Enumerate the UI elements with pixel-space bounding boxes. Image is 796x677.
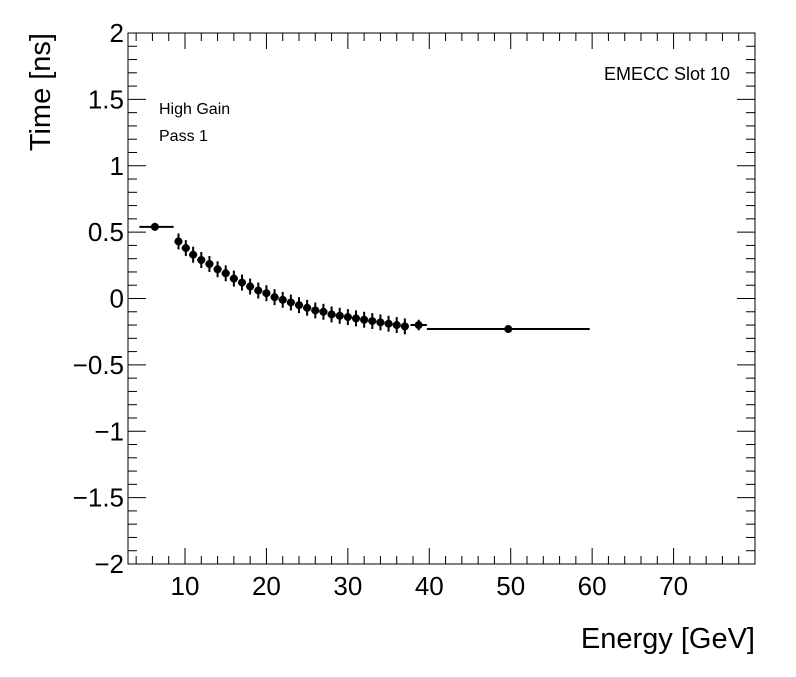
y-tick-label: 1 [110, 151, 124, 181]
y-tick-label: −0.5 [73, 350, 124, 380]
y-tick-label: 1.5 [88, 84, 124, 114]
data-point [246, 282, 255, 291]
data-point [174, 237, 183, 246]
data-marks [139, 222, 590, 335]
data-point [376, 318, 385, 327]
axis-tick-labels: 10 20 30 40 50 60 70 −2 −1.5 −1 −0.5 0 0.5 1 1.5 2 [73, 18, 688, 601]
x-tick-label: 50 [496, 571, 525, 601]
data-point [384, 319, 393, 328]
data-point [150, 222, 159, 231]
axis-ticks [128, 32, 756, 565]
data-point [414, 321, 423, 330]
data-point [197, 256, 206, 265]
data-point [181, 244, 190, 253]
data-point [213, 265, 222, 274]
data-point [286, 298, 295, 307]
data-point [221, 269, 230, 278]
y-tick-label: 2 [110, 18, 124, 48]
data-point [205, 259, 214, 268]
data-point [278, 295, 287, 304]
data-point [343, 313, 352, 322]
data-point [303, 303, 312, 312]
y-tick-label: 0.5 [88, 217, 124, 247]
y-tick-label: 0 [110, 284, 124, 314]
data-point [311, 306, 320, 315]
data-point [360, 315, 369, 324]
data-point [368, 317, 377, 326]
x-tick-label: 60 [578, 571, 607, 601]
y-tick-label: −1 [94, 416, 124, 446]
x-tick-label: 70 [659, 571, 688, 601]
y-tick-label: −1.5 [73, 483, 124, 513]
y-tick-label: −2 [94, 549, 124, 579]
data-point [352, 314, 360, 323]
data-point [262, 289, 271, 298]
x-tick-label: 20 [252, 571, 281, 601]
x-tick-label: 10 [171, 571, 200, 601]
data-point [335, 311, 344, 320]
data-point [238, 278, 246, 287]
x-tick-label: 40 [415, 571, 444, 601]
gain-label: High Gain [159, 101, 230, 118]
data-point [229, 274, 238, 283]
y-axis-title: Time [ns] [25, 33, 57, 151]
x-axis-title: Energy [GeV] [581, 623, 755, 655]
data-point [392, 321, 401, 330]
data-point [270, 293, 279, 302]
data-point [327, 310, 336, 319]
data-point [189, 250, 198, 259]
data-point [295, 301, 303, 310]
pass-label: Pass 1 [159, 128, 208, 145]
slot-label: EMECC Slot 10 [604, 64, 730, 84]
x-tick-label: 30 [333, 571, 362, 601]
data-point [319, 307, 328, 316]
data-point [254, 286, 263, 295]
data-point [400, 322, 409, 331]
data-point [504, 325, 513, 334]
